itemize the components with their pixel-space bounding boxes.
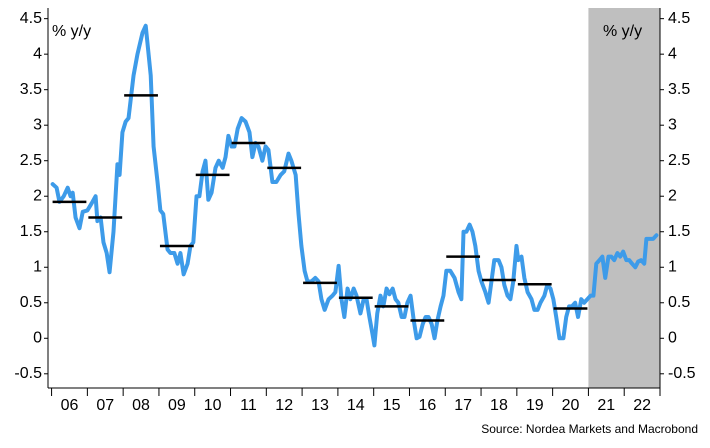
y-tick-label: 4 [33, 45, 42, 62]
source-note: Source: Nordea Markets and Macrobond [481, 422, 698, 436]
y-tick-label: 0.5 [20, 294, 42, 311]
shaded-region [588, 8, 660, 388]
x-tick-label: 21 [597, 397, 615, 414]
x-tick-label: 09 [168, 397, 186, 414]
y-tick-label: 2 [33, 187, 42, 204]
y2-tick-label: 3 [668, 116, 677, 133]
x-tick-label: 07 [96, 397, 114, 414]
x-tick-label: 17 [454, 397, 472, 414]
x-tick-label: 15 [383, 397, 401, 414]
y-tick-label: 0 [33, 329, 42, 346]
y-tick-label: 4.5 [20, 10, 42, 27]
y2-tick-label: 0.5 [668, 294, 690, 311]
x-tick-label: 08 [132, 397, 150, 414]
y-tick-label: 1 [33, 258, 42, 275]
x-tick-label: 22 [633, 397, 651, 414]
y-axis-label-left: % y/y [52, 23, 91, 40]
x-tick-label: 11 [240, 397, 257, 414]
y2-tick-label: -0.5 [668, 365, 696, 382]
y-axis-label-right: % y/y [603, 23, 642, 40]
y2-tick-label: 3.5 [668, 81, 690, 98]
y2-tick-label: 0 [668, 329, 677, 346]
series-line [50, 23, 659, 348]
x-tick-label: 20 [562, 397, 580, 414]
y2-tick-label: 1.5 [668, 223, 690, 240]
y2-tick-label: 4 [668, 45, 677, 62]
x-tick-label: 10 [204, 397, 222, 414]
axis-layer: -0.5 0 0.5 1 1.5 2 2.5 3 3.5 4 4.5 -0.5 0 0.5 1 1.5 2 2.5… [14, 8, 696, 414]
y-tick-label: 2.5 [20, 152, 42, 169]
y-tick-label: 1.5 [20, 223, 42, 240]
x-tick-label: 16 [418, 397, 436, 414]
y2-tick-label: 2.5 [668, 152, 690, 169]
y2-tick-label: 4.5 [668, 10, 690, 27]
shade-layer [588, 8, 660, 388]
x-tick-label: 14 [347, 397, 365, 414]
y-tick-label: 3 [33, 116, 42, 133]
y-tick-label: 3.5 [20, 81, 42, 98]
x-tick-label: 18 [490, 397, 508, 414]
x-tick-label: 19 [526, 397, 544, 414]
x-tick-label: 13 [311, 397, 329, 414]
y-tick-label: -0.5 [14, 365, 42, 382]
data-layer [50, 23, 659, 348]
x-tick-label: 06 [61, 397, 79, 414]
y2-tick-label: 1 [668, 258, 677, 275]
y2-tick-label: 2 [668, 187, 677, 204]
x-tick-label: 12 [275, 397, 293, 414]
